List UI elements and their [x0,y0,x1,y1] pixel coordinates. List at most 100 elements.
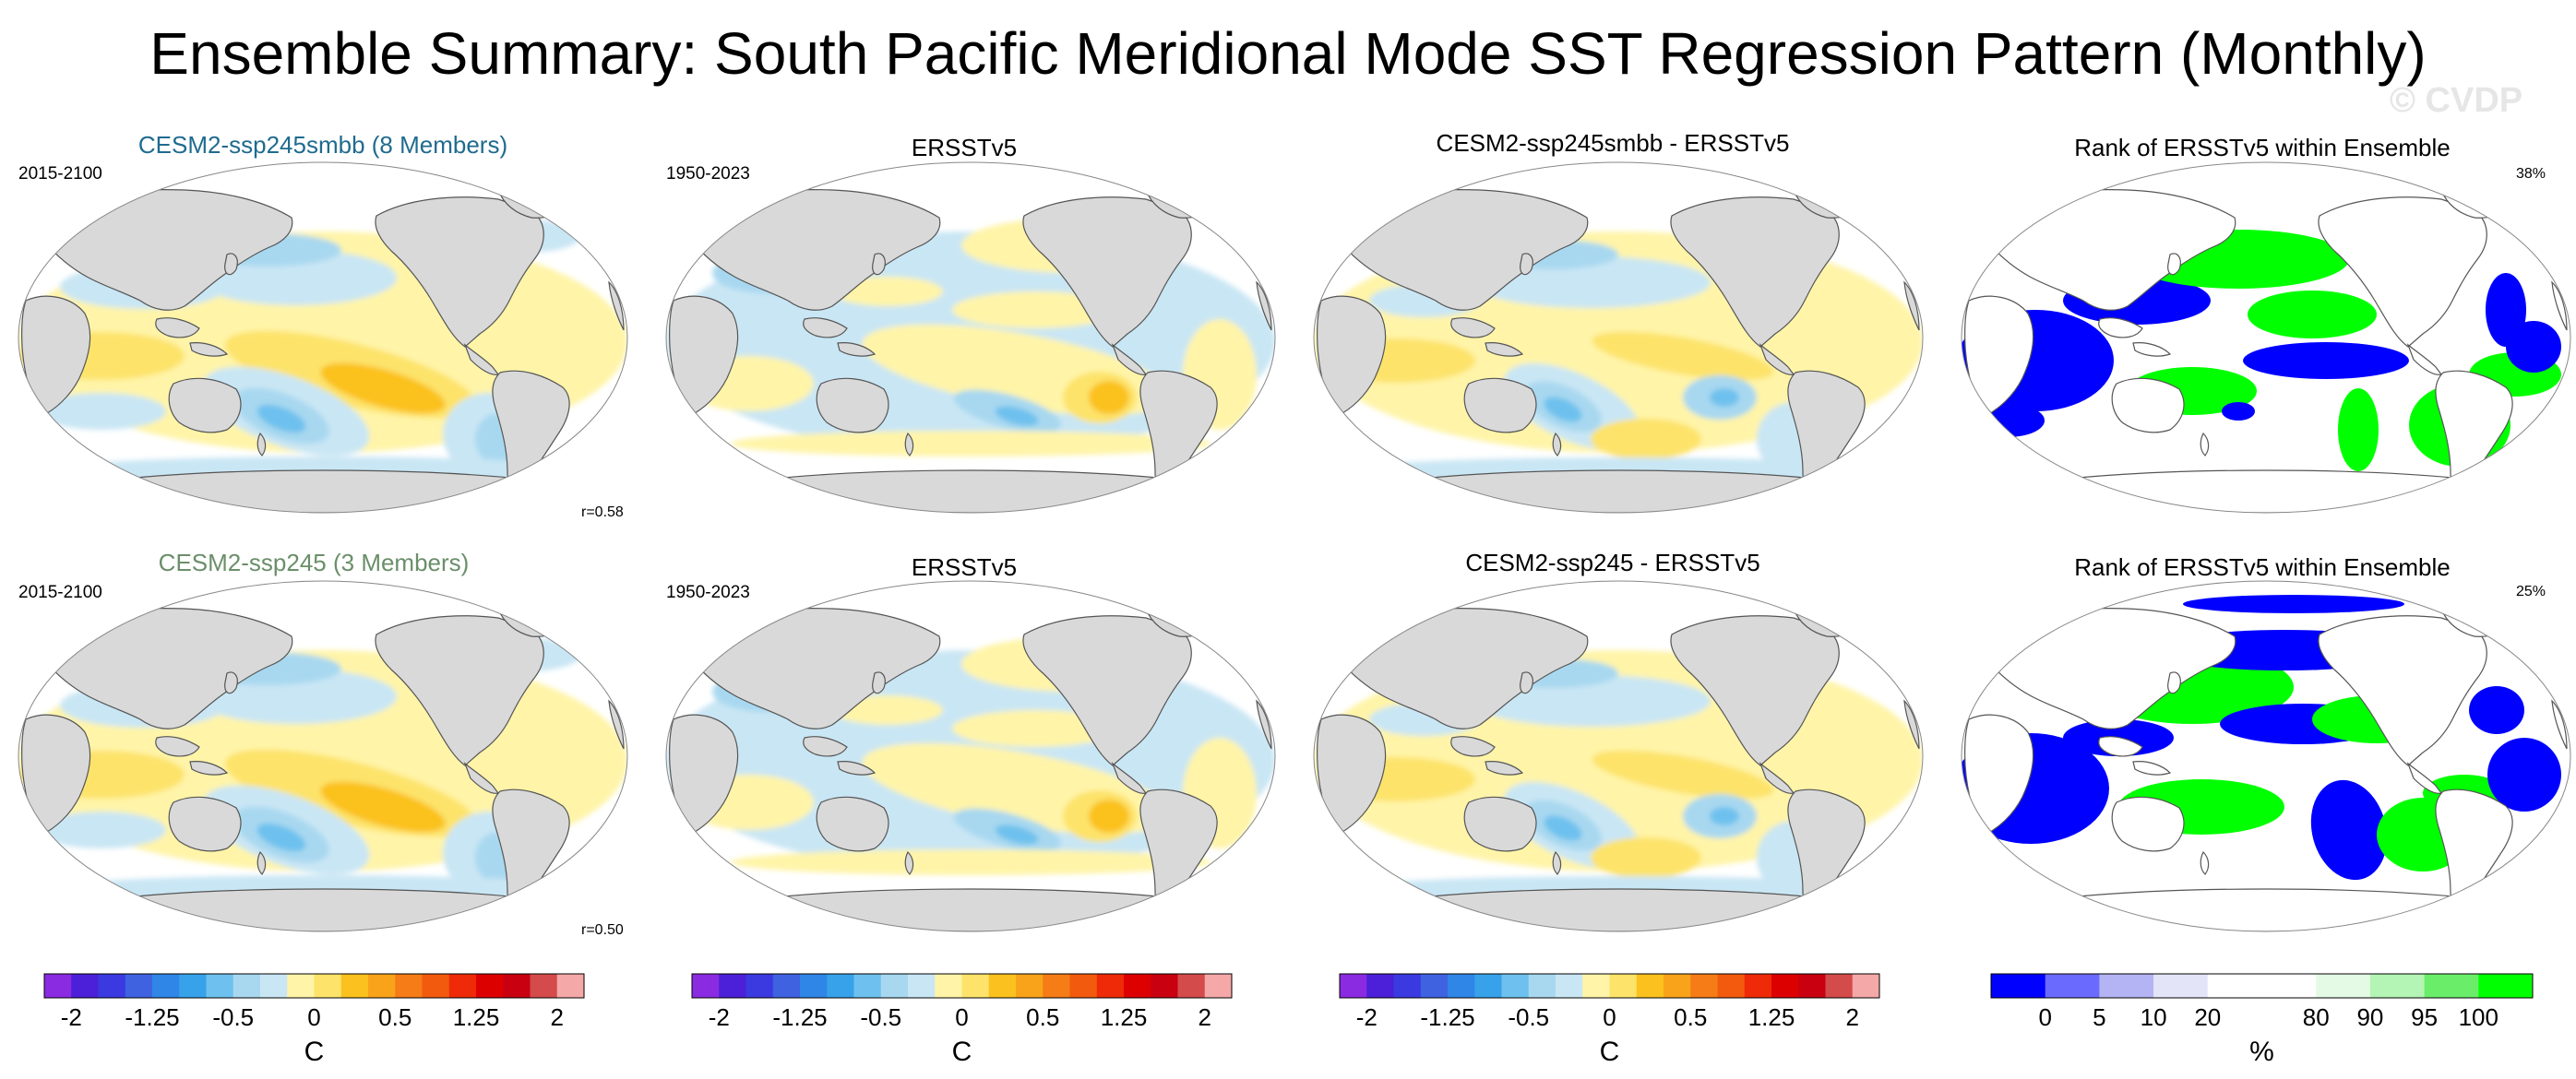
colorbar-rank: 0 5 10 20 80 90 95 100% [1990,973,2534,1067]
colorbar-tick-label: 0.5 [1026,1003,1059,1031]
colorbar-swatch-11 [340,974,369,998]
colorbar-swatch-14 [422,974,450,998]
colorbar-swatch-10 [961,974,990,998]
colorbar-tick-label: 90 [2356,1003,2383,1031]
map-r1c1 [18,161,628,514]
colorbar-swatch-19 [556,974,585,998]
colorbar-tick-label: 2 [1199,1003,1211,1031]
colorbar-tick-label: 100 [2459,1003,2498,1031]
colorbar-swatch-12 [1664,974,1691,998]
colorbar-swatch-2 [1393,974,1422,998]
colorbar-tick-label: -0.5 [860,1003,901,1031]
colorbar-swatch-1 [1366,974,1394,998]
colorbar-swatch-13 [395,974,423,998]
colorbar-tick-label: -0.5 [212,1003,254,1031]
colorbar-tick-label: 0.5 [1674,1003,1707,1031]
panel-title-r2c2: ERSSTv5 [911,553,1018,581]
colorbar-tick-label: 0 [2038,1003,2051,1031]
colorbar-swatch-10 [1609,974,1638,998]
colorbar-tick-label: -0.5 [1508,1003,1549,1031]
colorbar-swatch-11 [988,974,1017,998]
colorbar-swatch-3 [1420,974,1449,998]
figure-title: Ensemble Summary: South Pacific Meridion… [149,20,2427,87]
colorbar-unit-label: C [1600,1037,1620,1067]
colorbar-tick-label: -2 [709,1003,730,1031]
colorbar-swatch-11 [1636,974,1664,998]
colorbar-tick-label: -1.25 [1420,1003,1474,1031]
panel-title-r1c4: Rank of ERSSTv5 within Ensemble [2074,134,2451,161]
map-r1c3 [1313,161,1924,514]
colorbar-swatch-6 [2316,974,2371,998]
colorbar-swatch-2 [98,974,126,998]
colorbar-swatch-16 [1771,974,1799,998]
colorbar-swatch-5 [2261,974,2317,998]
map-r2c2 [665,580,1276,932]
colorbar-sst-3: -2 -1.25 -0.5 0 0.5 1.25 2 C [1339,973,1880,1067]
colorbar-tick-label: 1.25 [453,1003,500,1031]
map-r1c4 [1961,161,2571,514]
panel-pct-r2c4: 25% [2516,584,2546,599]
panel-corr-r1c1: r=0.58 [581,504,624,520]
colorbar-swatch-3 [125,974,153,998]
colorbar-swatch-4 [1448,974,1475,998]
panel-period-r1c2: 1950-2023 [666,164,750,184]
colorbar-tick-label: -2 [1356,1003,1377,1031]
colorbar-swatch-17 [1151,974,1178,998]
panel-title-r2c1: CESM2-ssp245 (3 Members) [158,549,470,576]
colorbar-swatch-16 [1124,974,1151,998]
colorbar-swatch-9 [287,974,315,998]
colorbar-tick-label: 20 [2194,1003,2221,1031]
colorbar-tick-label: 0 [1603,1003,1616,1031]
colorbar-swatch-19 [1204,974,1233,998]
colorbar-swatch-15 [448,974,477,998]
colorbar-swatch-3 [772,974,801,998]
map-r2c3 [1313,580,1924,932]
colorbar-swatch-18 [1177,974,1206,998]
colorbar-swatch-18 [1825,974,1854,998]
colorbar-swatch-14 [1717,974,1746,998]
colorbar-unit-label: C [952,1037,972,1067]
colorbar-swatch-7 [233,974,261,998]
colorbar-swatch-17 [1798,974,1826,998]
panel-pct-r1c4: 38% [2516,166,2546,182]
panel-title-r2c4: Rank of ERSSTv5 within Ensemble [2074,553,2451,581]
colorbar-swatch-9 [1582,974,1610,998]
colorbar-tick-label: 10 [2141,1003,2167,1031]
colorbar-swatch-16 [476,974,504,998]
colorbar-swatch-7 [1528,974,1556,998]
colorbar-swatch-1 [2045,974,2100,998]
panel-title-r1c3: CESM2-ssp245smbb - ERSSTv5 [1436,129,1790,157]
cvdp-watermark: © CVDP [2390,81,2523,120]
colorbar-swatch-18 [530,974,558,998]
panel-period-r2c2: 1950-2023 [666,583,750,602]
colorbar-swatch-5 [1474,974,1502,998]
colorbar-swatch-13 [1043,974,1070,998]
colorbar-unit-label: % [2249,1037,2274,1067]
colorbar-swatch-4 [800,974,828,998]
colorbar-swatch-5 [179,974,207,998]
colorbar-frame [43,973,585,999]
colorbar-swatch-0 [692,974,720,998]
colorbar-swatch-4 [152,974,180,998]
panel-title-r1c2: ERSSTv5 [911,134,1018,161]
colorbar-swatch-9 [2478,974,2534,998]
colorbar-swatch-15 [1744,974,1772,998]
colorbar-sst-1: -2 -1.25 -0.5 0 0.5 1.25 2 C [43,973,585,1067]
colorbar-swatch-7 [880,974,909,998]
colorbar-swatch-8 [260,974,288,998]
colorbar-swatch-7 [2369,974,2426,998]
colorbar-swatch-8 [1556,974,1583,998]
colorbar-swatch-9 [935,974,962,998]
colorbar-tick-label: 0.5 [378,1003,411,1031]
colorbar-swatch-10 [314,974,342,998]
colorbar-frame [691,973,1233,999]
colorbar-swatch-2 [745,974,774,998]
colorbar-swatch-17 [503,974,531,998]
colorbar-swatch-8 [2424,974,2479,998]
colorbar-swatch-1 [719,974,746,998]
colorbar-tick-label: -2 [61,1003,82,1031]
colorbar-swatch-1 [71,974,99,998]
colorbar-swatch-4 [2207,974,2262,998]
colorbar-sst-2: -2 -1.25 -0.5 0 0.5 1.25 2 C [691,973,1233,1067]
colorbar-swatch-12 [368,974,396,998]
